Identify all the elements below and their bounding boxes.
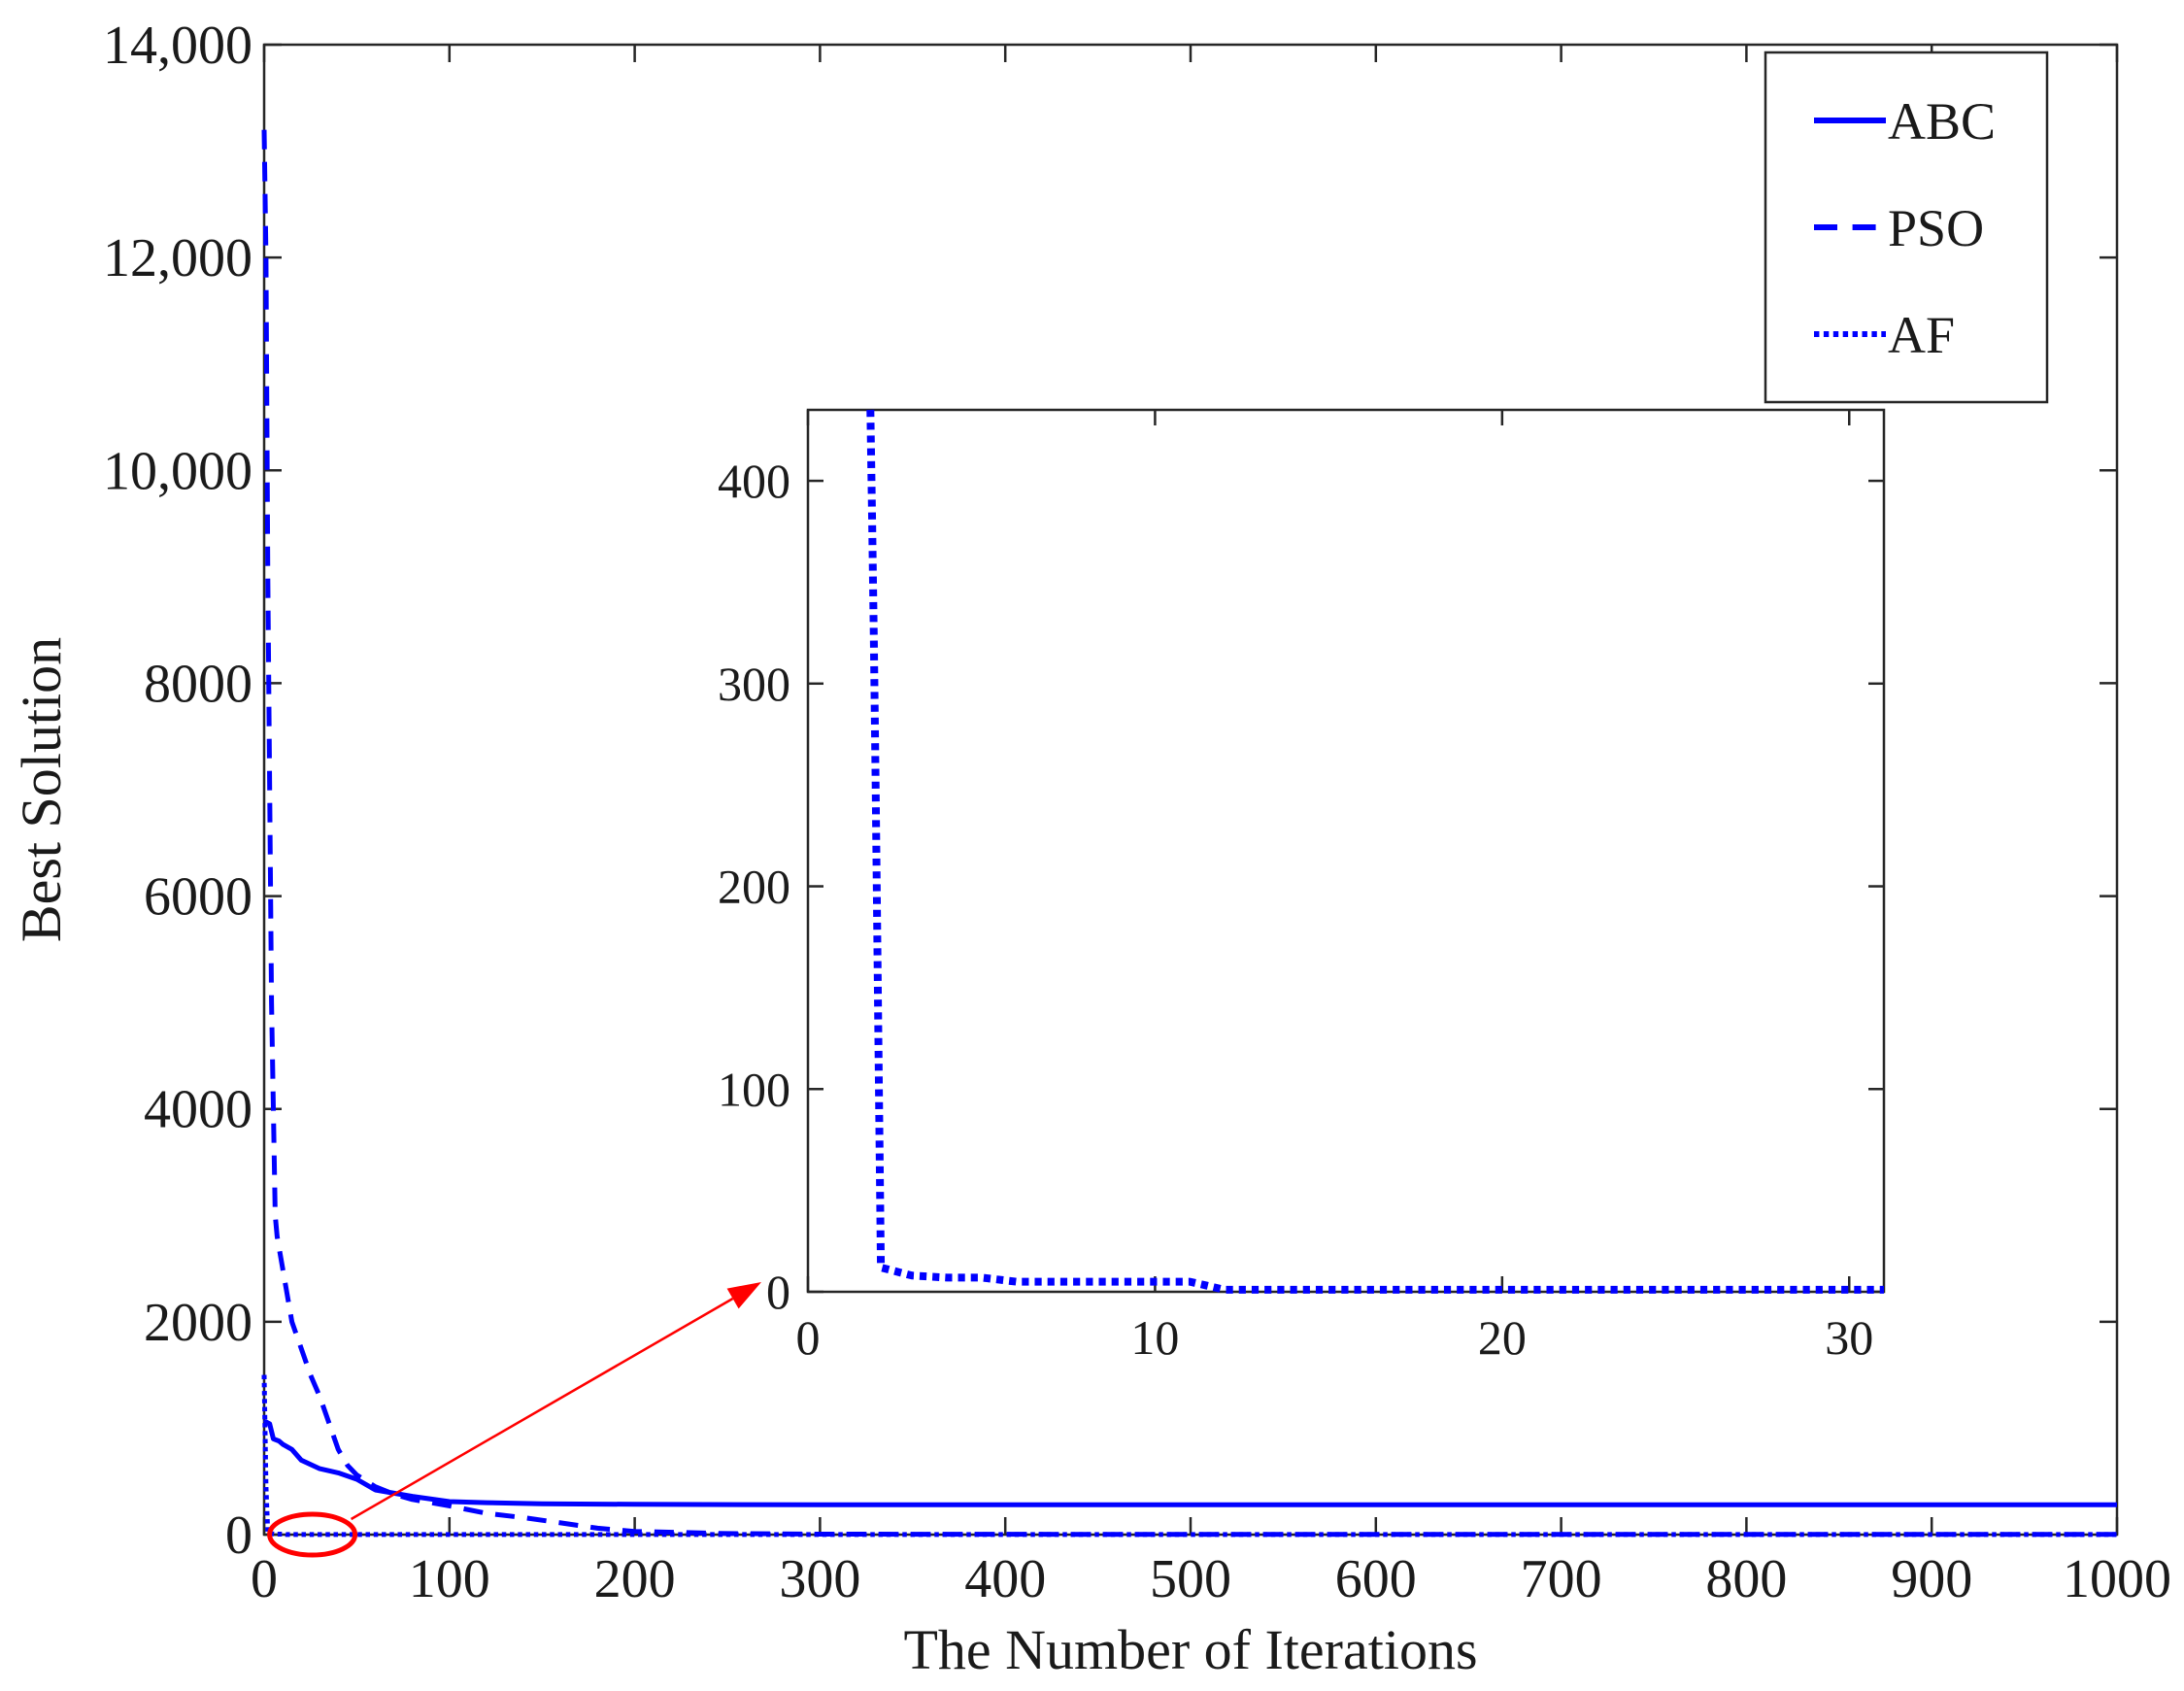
x-tick-label: 200 bbox=[594, 1549, 676, 1609]
x-tick-label: 700 bbox=[1521, 1549, 1602, 1609]
y-tick-label: 4000 bbox=[144, 1080, 252, 1140]
legend-box bbox=[1764, 51, 2049, 404]
y-tick-label: 14,000 bbox=[103, 16, 252, 76]
y-tick-label: 2000 bbox=[144, 1293, 252, 1353]
zoom-region-ellipse bbox=[267, 1511, 358, 1558]
x-tick-label: 900 bbox=[1891, 1549, 1972, 1609]
y-axis-title: Best Solution bbox=[10, 637, 73, 942]
y-tick-label: 12,000 bbox=[103, 228, 252, 288]
inset-x-tick-label: 30 bbox=[1825, 1310, 1873, 1365]
main-series-lines bbox=[261, 129, 2117, 1538]
x-axis-title: The Number of Iterations bbox=[903, 1618, 1477, 1681]
y-tick-label: 0 bbox=[225, 1505, 252, 1566]
inset-y-tick-label: 0 bbox=[766, 1265, 790, 1319]
x-tick-label: 500 bbox=[1150, 1549, 1231, 1609]
inset-plot: 0 10 20 30 0 100 200 300 400 bbox=[718, 408, 1886, 1365]
series-line-pso bbox=[261, 129, 2117, 1538]
legend-label-pso: PSO bbox=[1888, 199, 1984, 257]
x-tick-label: 600 bbox=[1335, 1549, 1417, 1609]
legend-label-abc: ABC bbox=[1888, 92, 1996, 151]
inset-y-tick-label: 300 bbox=[718, 657, 790, 711]
inset-plot-frame bbox=[806, 408, 1886, 1294]
legend-items: ABC PSO AF bbox=[1814, 92, 1996, 364]
inset-y-tick-label: 400 bbox=[718, 454, 790, 508]
x-tick-label: 1000 bbox=[2063, 1549, 2171, 1609]
series-line-af bbox=[261, 1374, 2117, 1538]
legend: ABC PSO AF bbox=[1764, 51, 2049, 404]
inset-x-ticks: 0 10 20 30 bbox=[796, 410, 1873, 1365]
inset-x-tick-label: 10 bbox=[1130, 1310, 1179, 1365]
inset-x-tick-label: 20 bbox=[1478, 1310, 1527, 1365]
inset-series-line-af bbox=[866, 409, 1884, 1294]
x-tick-label: 300 bbox=[779, 1549, 860, 1609]
zoom-arrow-head bbox=[726, 1282, 761, 1309]
x-tick-label: 100 bbox=[409, 1549, 490, 1609]
y-tick-label: 10,000 bbox=[103, 441, 252, 501]
x-tick-label: 400 bbox=[964, 1549, 1046, 1609]
main-x-ticks: 0 100 200 300 400 500 600 700 800 900 1000 bbox=[251, 45, 2171, 1609]
inset-y-ticks: 0 100 200 300 400 bbox=[718, 454, 1884, 1319]
inset-y-tick-label: 100 bbox=[718, 1062, 790, 1116]
inset-y-tick-label: 200 bbox=[718, 860, 790, 914]
x-tick-label: 800 bbox=[1705, 1549, 1787, 1609]
inset-x-tick-label: 0 bbox=[796, 1310, 821, 1365]
x-tick-label: 0 bbox=[251, 1549, 278, 1609]
zoom-annotation bbox=[267, 1282, 761, 1558]
inset-series-lines bbox=[866, 409, 1884, 1294]
zoom-arrow-line bbox=[350, 1297, 734, 1521]
y-tick-label: 6000 bbox=[144, 867, 252, 928]
legend-label-af: AF bbox=[1888, 306, 1955, 364]
y-tick-label: 8000 bbox=[144, 654, 252, 714]
series-line-abc bbox=[262, 1419, 2117, 1507]
